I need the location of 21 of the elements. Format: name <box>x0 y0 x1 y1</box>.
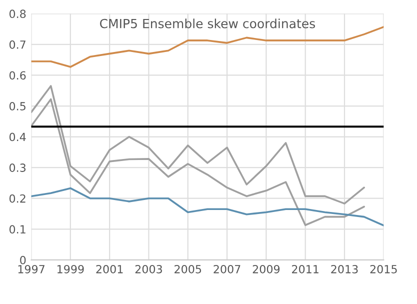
chart-title: CMIP5 Ensemble skew coordinates <box>100 18 315 28</box>
x-tick-label: 2015 <box>370 264 397 274</box>
line-series <box>31 187 384 226</box>
x-tick-label: 2007 <box>214 264 240 274</box>
y-tick-label: 0 <box>20 256 26 264</box>
x-tick-label: 1999 <box>58 264 84 274</box>
y-tick-label: 0.8 <box>9 10 26 18</box>
x-tick-label: 2003 <box>135 264 162 274</box>
y-tick-label: 0.2 <box>9 194 26 203</box>
x-tick-label: 2013 <box>331 264 358 274</box>
x-tick-label: 2009 <box>252 264 280 274</box>
y-tick-label: 0.6 <box>9 71 26 80</box>
y-tick-label: 0.4 <box>9 132 26 142</box>
x-tick-label: 1997 <box>18 264 44 274</box>
x-tick-label: 2011 <box>292 264 318 274</box>
y-tick-label: 0.7 <box>9 40 26 49</box>
x-tick-label: 2001 <box>96 264 123 274</box>
y-tick-label: 0.3 <box>9 164 26 172</box>
y-tick-label: 0.1 <box>9 225 26 234</box>
y-tick-label: 0.5 <box>9 102 26 110</box>
x-tick-label: 2005 <box>174 264 202 274</box>
